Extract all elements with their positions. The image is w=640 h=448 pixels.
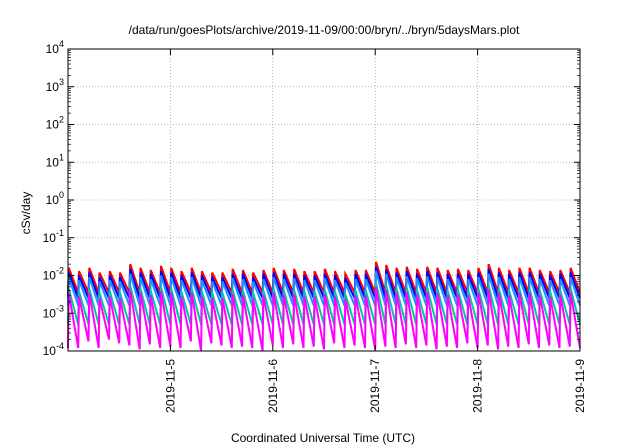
x-tick-label: 2019-11-5 bbox=[163, 359, 177, 413]
series-line-4 bbox=[67, 286, 581, 352]
chart-title: /data/run/goesPlots/archive/2019-11-09/0… bbox=[129, 23, 520, 37]
y-tick-label: 10-3 bbox=[43, 303, 64, 320]
x-axis-title: Coordinated Universal Time (UTC) bbox=[231, 431, 415, 445]
x-tick-label: 2019-11-7 bbox=[368, 359, 382, 413]
y-tick-label: 10-1 bbox=[43, 228, 64, 245]
x-tick-label: 2019-11-9 bbox=[573, 359, 587, 413]
y-tick-label: 100 bbox=[46, 190, 64, 207]
y-tick-label: 104 bbox=[46, 39, 64, 56]
y-tick-label: 10-2 bbox=[43, 266, 64, 283]
y-tick-label: 102 bbox=[46, 115, 64, 132]
y-tick-label: 101 bbox=[46, 152, 64, 169]
y-tick-label: 10-4 bbox=[43, 341, 64, 358]
axes: 10-4 10-3 10-2 10-1 100 101 102 103 104 2019-11-5… bbox=[43, 39, 587, 413]
y-tick-label: 103 bbox=[46, 77, 64, 94]
y-axis-title: cSv/day bbox=[19, 192, 33, 235]
x-tick-label: 2019-11-8 bbox=[471, 359, 485, 413]
x-tick-label: 2019-11-6 bbox=[266, 359, 280, 413]
series-layer bbox=[67, 261, 581, 352]
